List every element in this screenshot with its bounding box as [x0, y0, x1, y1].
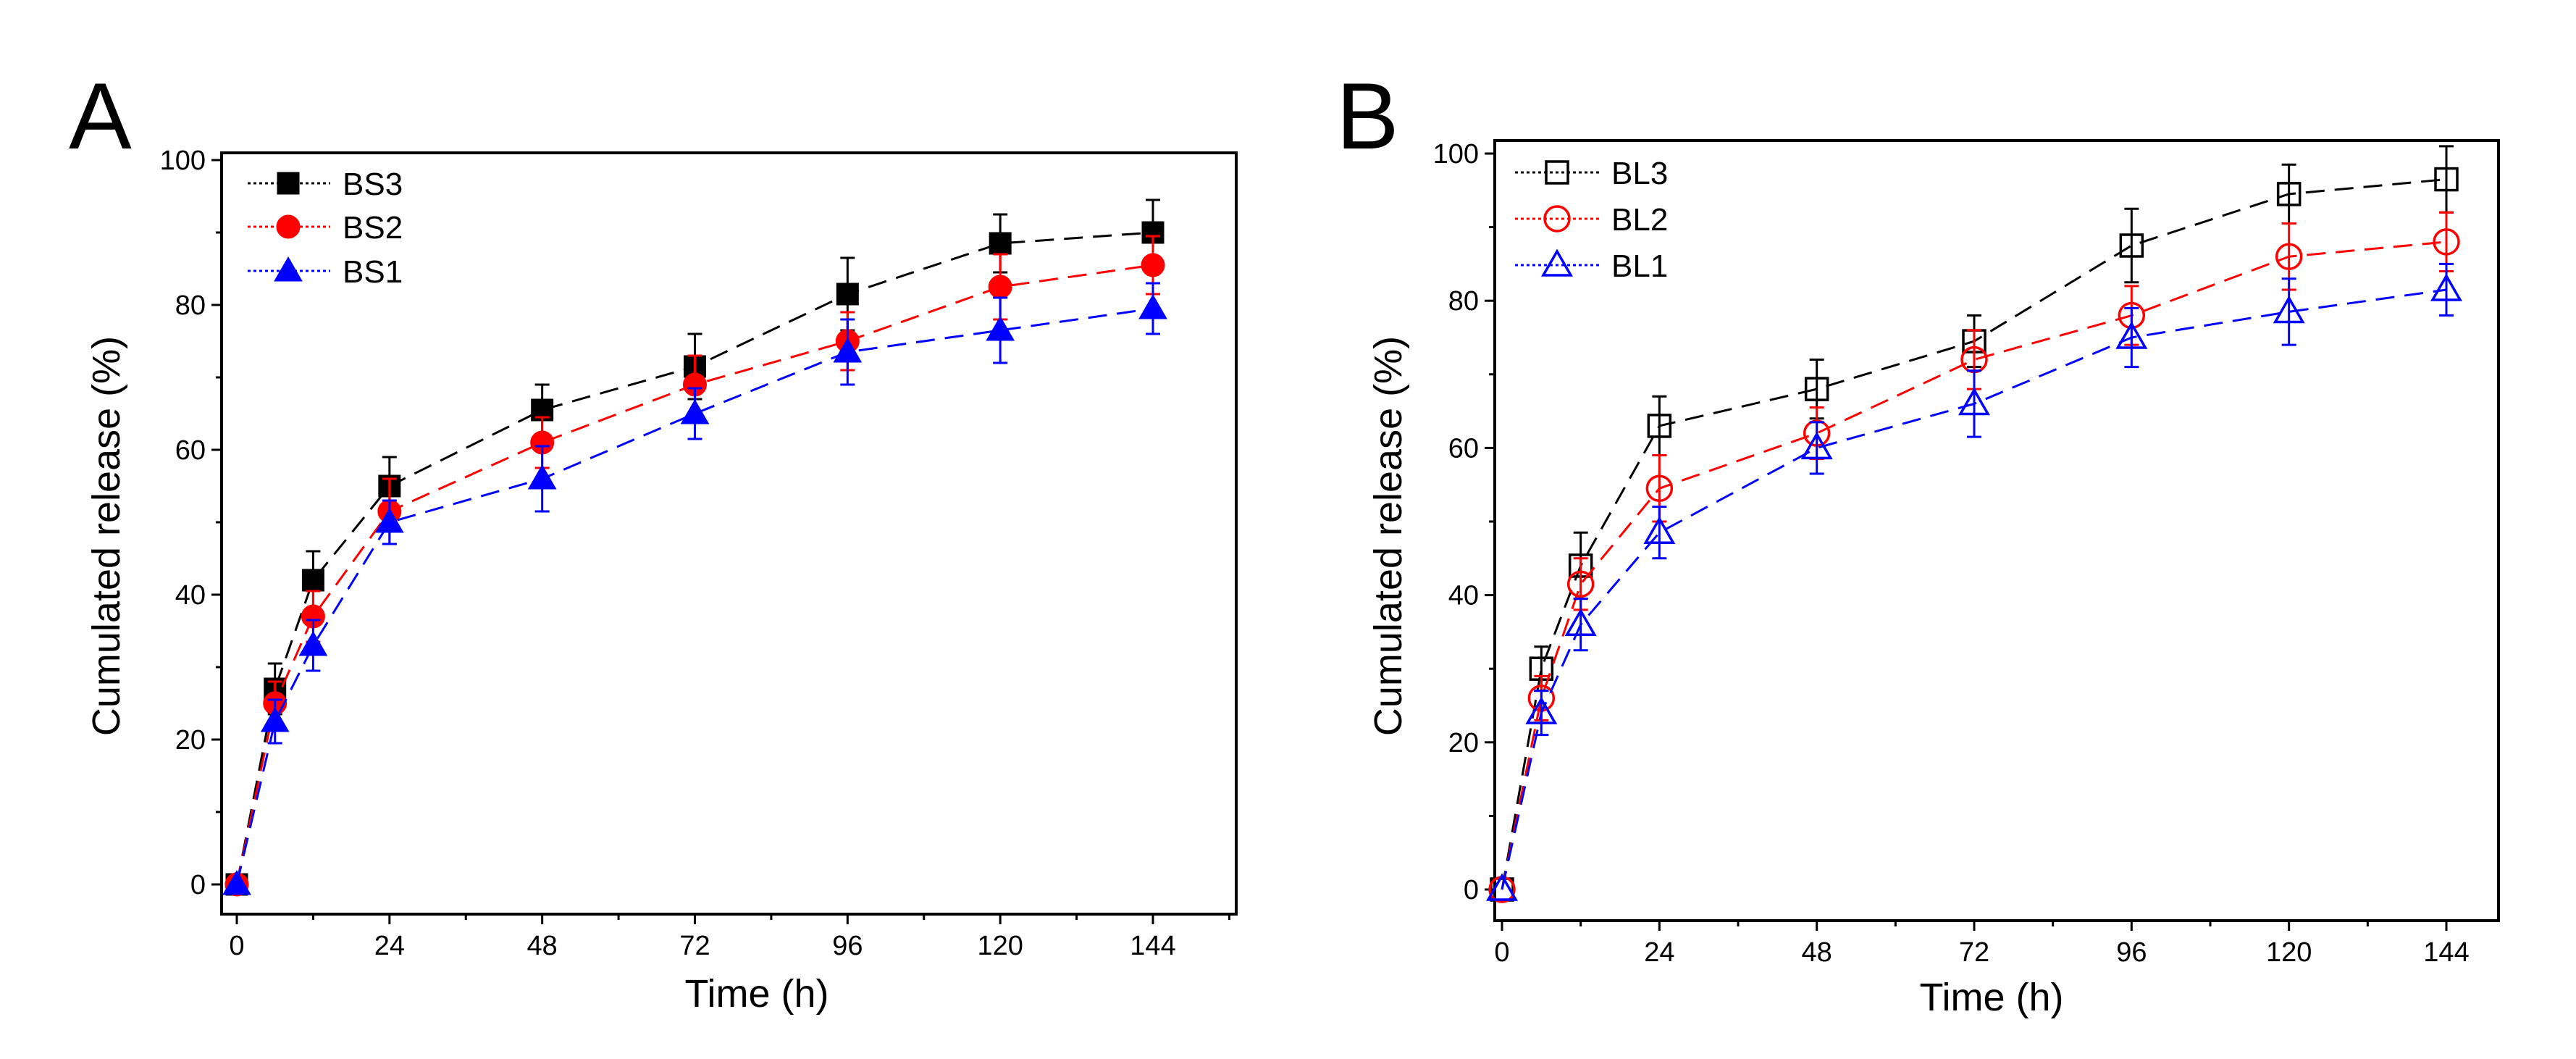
data-point	[260, 706, 290, 732]
y-axis-title: Cumulated release (%)	[1367, 336, 1410, 736]
series-line	[1501, 288, 2447, 890]
x-tick-label: 72	[679, 931, 710, 961]
data-point	[988, 275, 1012, 299]
x-tick-label: 0	[229, 931, 244, 961]
data-point	[989, 232, 1012, 255]
series-line	[235, 264, 1154, 885]
data-point	[1566, 570, 1595, 598]
panel-b-chart: B 0 24 48 72 96 120 144 0 20 40 60 80 100 Time (h) Cumu…	[1336, 63, 2500, 1019]
x-tick-label: 24	[374, 931, 405, 961]
legend-label: BL3	[1611, 156, 1668, 191]
legend-marker	[1543, 205, 1571, 233]
panel-letter: A	[69, 63, 132, 169]
data-point	[374, 507, 404, 533]
data-point	[527, 464, 557, 490]
x-tick-label: 120	[977, 931, 1023, 961]
data-point	[1141, 253, 1165, 277]
data-point	[2273, 295, 2305, 324]
y-tick-label: 0	[190, 870, 206, 900]
x-tick-label: 0	[1494, 937, 1509, 968]
x-tick-label: 24	[1644, 937, 1674, 968]
data-point	[2275, 243, 2303, 270]
legend-marker	[1540, 248, 1574, 277]
x-tick-label: 144	[1130, 931, 1175, 961]
y-tick-label: 20	[1448, 728, 1479, 758]
legend-marker	[1545, 160, 1569, 185]
series-line	[1501, 240, 2447, 890]
data-point	[1564, 608, 1597, 636]
series-bl1	[1485, 262, 2463, 901]
y-tick-label: 100	[160, 146, 206, 176]
legend-label: BL1	[1611, 248, 1668, 284]
legend-marker	[274, 256, 303, 282]
legend-label: BS2	[343, 210, 403, 246]
data-point	[2430, 273, 2463, 301]
legend-marker	[276, 214, 301, 239]
y-tick-label: 80	[1448, 286, 1479, 317]
data-point	[833, 337, 863, 363]
y-axis-title: Cumulated release (%)	[85, 336, 128, 736]
data-point	[2119, 233, 2144, 258]
x-tick-label: 96	[832, 931, 863, 961]
data-point	[2434, 167, 2459, 192]
data-point	[2276, 182, 2302, 206]
series-line	[1501, 178, 2447, 890]
data-point	[986, 315, 1015, 341]
data-point	[1485, 873, 1519, 901]
data-point	[2433, 228, 2460, 256]
series-line	[235, 231, 1154, 885]
legend-marker	[277, 172, 300, 195]
plot-frame	[1493, 139, 2500, 922]
legend-label: BL2	[1611, 202, 1668, 238]
panel-a-chart: A 0 24 48 72 96 120 144 0 20 40 60 80 100 Time (h) Cumu…	[69, 63, 1238, 1016]
data-point	[1645, 474, 1674, 503]
series-bs3	[225, 198, 1165, 896]
data-point	[1525, 696, 1558, 724]
data-point	[1138, 293, 1167, 319]
x-tick-label: 144	[2423, 937, 2469, 968]
data-point	[1647, 414, 1672, 438]
x-tick-label: 120	[2266, 937, 2312, 968]
data-point	[301, 569, 324, 592]
y-tick-label: 100	[1433, 139, 1479, 169]
series-bs1	[222, 282, 1167, 895]
x-tick-label: 48	[527, 931, 558, 961]
y-tick-label: 40	[175, 580, 206, 611]
data-point	[222, 869, 251, 895]
series-bl3	[1490, 145, 2459, 902]
x-axis-title: Time (h)	[1920, 976, 2064, 1019]
y-tick-label: 60	[175, 435, 206, 466]
data-point	[1804, 377, 1829, 401]
panel-letter: B	[1336, 63, 1399, 169]
legend-label: BS1	[343, 254, 403, 290]
data-point	[1800, 431, 1833, 460]
x-axis-title: Time (h)	[685, 972, 829, 1016]
y-tick-label: 60	[1448, 433, 1479, 464]
series-bl2	[1488, 211, 2460, 903]
data-point	[1643, 516, 1676, 544]
data-point	[1958, 387, 1991, 416]
data-point	[836, 282, 859, 306]
x-tick-label: 48	[1802, 937, 1832, 968]
legend-label: BS3	[343, 167, 403, 202]
y-tick-label: 40	[1448, 581, 1479, 611]
y-tick-label: 0	[1464, 875, 1479, 905]
x-tick-label: 96	[2116, 937, 2147, 968]
data-point	[680, 398, 710, 424]
data-point	[298, 630, 328, 656]
data-point	[2115, 321, 2148, 349]
y-tick-label: 80	[175, 290, 206, 321]
plot-frame	[220, 151, 1238, 916]
y-tick-label: 20	[175, 725, 206, 755]
x-tick-label: 72	[1959, 937, 1989, 968]
